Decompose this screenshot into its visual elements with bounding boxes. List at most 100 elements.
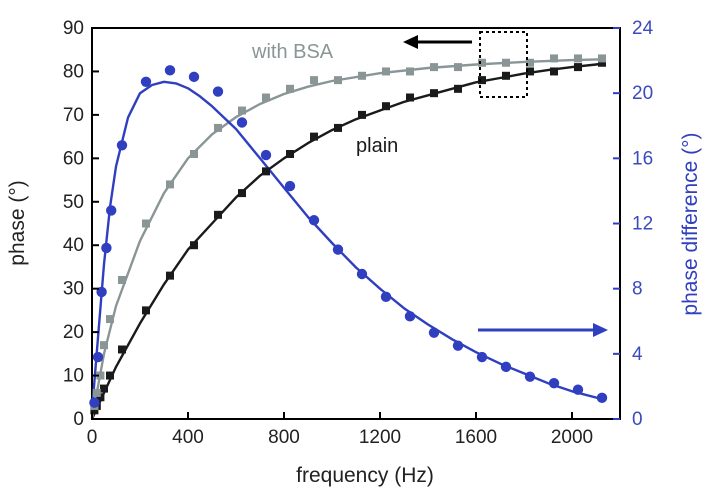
fit-curve-plain: [90, 62, 604, 420]
point-plain: [106, 371, 114, 380]
point-plain: [430, 89, 438, 98]
point-plain: [358, 110, 366, 119]
point-with-bsa: [406, 67, 414, 76]
x-tick-label: 0: [87, 427, 98, 448]
point-phase-difference: [164, 65, 176, 76]
fit-curve-with-bsa: [90, 58, 604, 420]
y-tick-label-left: 10: [63, 366, 84, 387]
point-with-bsa: [92, 388, 101, 397]
y-tick-label-left: 90: [63, 18, 84, 39]
y-tick-label-right: 12: [632, 214, 653, 235]
y-tick-label-left: 50: [63, 192, 84, 213]
point-with-bsa: [310, 76, 318, 85]
point-plain: [406, 93, 414, 102]
point-plain: [238, 189, 246, 198]
point-phase-difference: [404, 311, 416, 322]
point-phase-difference: [92, 351, 104, 363]
point-plain: [142, 306, 150, 315]
point-with-bsa: [454, 63, 462, 72]
point-with-bsa: [118, 275, 126, 284]
point-plain: [526, 67, 534, 76]
y-tick-label-right: 0: [632, 409, 643, 430]
point-phase-difference: [332, 244, 344, 255]
point-phase-difference: [356, 268, 368, 280]
point-phase-difference: [140, 76, 152, 87]
point-plain: [262, 167, 270, 176]
point-phase-difference: [236, 117, 248, 128]
point-phase-difference: [260, 149, 272, 161]
point-phase-difference: [500, 361, 512, 373]
point-phase-difference: [428, 327, 440, 338]
fit-curve-phase-difference: [90, 80, 604, 411]
point-plain: [214, 210, 222, 219]
y-tick-label-left: 60: [63, 148, 84, 169]
axis-ticks: 0 10 20 30 40 50 60 70 80 90 0 4 8 12 16 20 24 0 400 800 120…: [63, 18, 654, 448]
point-plain: [118, 345, 126, 354]
point-phase-difference: [284, 180, 296, 192]
point-with-bsa: [382, 67, 390, 76]
point-plain: [550, 67, 558, 76]
point-with-bsa: [430, 63, 438, 72]
point-phase-difference: [308, 215, 320, 226]
point-with-bsa: [106, 315, 114, 324]
y-tick-label-right: 8: [632, 279, 643, 300]
y-tick-label-left: 40: [63, 235, 84, 256]
y-tick-label-right: 24: [632, 18, 654, 39]
plot-area: [91, 27, 621, 420]
fit-curves: [90, 58, 604, 420]
point-with-bsa: [526, 58, 534, 67]
point-with-bsa: [358, 71, 366, 80]
point-phase-difference: [572, 384, 584, 395]
point-phase-difference: [548, 377, 560, 389]
point-with-bsa: [550, 54, 558, 63]
point-with-bsa: [142, 219, 150, 228]
point-phase-difference: [380, 291, 392, 303]
point-with-bsa: [286, 84, 294, 93]
point-with-bsa: [100, 341, 108, 350]
point-phase-difference: [106, 205, 117, 216]
point-phase-difference: [476, 351, 488, 363]
highlight-box: [479, 31, 528, 98]
point-phase-difference: [524, 371, 536, 382]
point-phase-difference: [212, 86, 224, 97]
right-arrow-head: [593, 323, 608, 337]
point-with-bsa: [190, 149, 198, 158]
point-phase-difference: [188, 71, 200, 83]
x-tick-label: 800: [268, 427, 300, 448]
left-arrow-head: [403, 35, 418, 49]
y-axis-title-right: phase difference (°): [679, 132, 702, 315]
point-with-bsa: [238, 106, 246, 115]
point-phase-difference: [452, 340, 464, 351]
point-with-bsa: [166, 180, 174, 189]
point-plain: [454, 84, 462, 93]
x-tick-label: 2000: [551, 427, 593, 448]
point-plain: [90, 406, 99, 415]
y-tick-label-left: 80: [63, 61, 84, 82]
point-plain: [310, 132, 318, 141]
point-plain: [598, 58, 606, 67]
point-with-bsa: [334, 76, 342, 85]
point-phase-difference: [101, 242, 112, 254]
x-axis-title: frequency (Hz): [296, 464, 434, 487]
point-plain: [100, 384, 108, 393]
x-tick-label: 400: [172, 427, 204, 448]
point-plain: [502, 71, 510, 80]
point-with-bsa: [96, 371, 105, 380]
y-tick-label-left: 70: [63, 105, 84, 126]
y-tick-label-left: 0: [73, 409, 84, 430]
data-markers: [89, 54, 608, 415]
point-plain: [286, 149, 294, 158]
point-plain: [574, 63, 582, 72]
point-with-bsa: [574, 54, 582, 63]
y-tick-label-left: 20: [63, 322, 84, 343]
point-phase-difference: [596, 392, 608, 404]
y-tick-label-left: 30: [63, 279, 84, 300]
x-tick-label: 1200: [359, 427, 401, 448]
point-plain: [334, 123, 342, 132]
annotation-with-bsa: with BSA: [251, 41, 334, 63]
point-plain: [166, 271, 174, 280]
point-plain: [382, 102, 390, 111]
point-with-bsa: [478, 58, 486, 67]
y-axis-title-left: phase (°): [6, 180, 29, 265]
